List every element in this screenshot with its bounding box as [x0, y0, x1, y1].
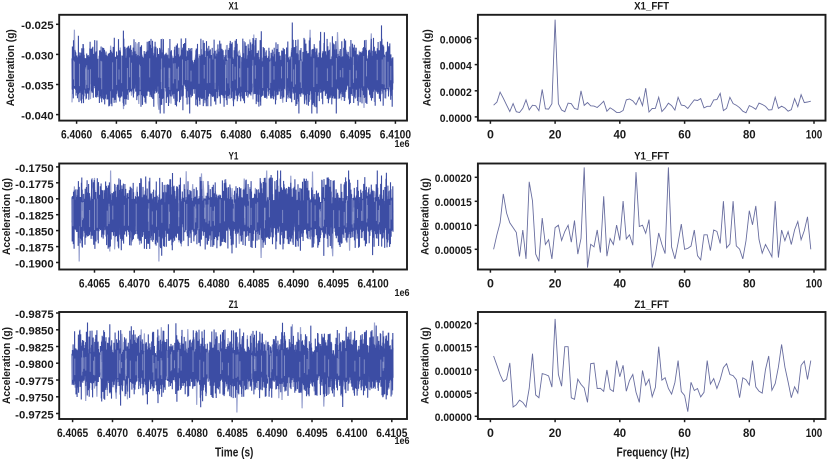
svg-text:0.00005: 0.00005 — [435, 389, 472, 401]
svg-text:0.00010: 0.00010 — [435, 366, 472, 378]
svg-text:80: 80 — [743, 426, 756, 440]
svg-text:1e6: 1e6 — [395, 435, 410, 447]
svg-text:1e6: 1e6 — [395, 138, 410, 150]
svg-text:6.4100: 6.4100 — [380, 127, 411, 141]
svg-text:100: 100 — [806, 127, 823, 141]
svg-text:100: 100 — [806, 426, 823, 440]
svg-text:80: 80 — [743, 277, 756, 291]
svg-text:60: 60 — [678, 426, 691, 440]
svg-text:Acceleration (g): Acceleration (g) — [420, 327, 432, 404]
svg-text:6.4080: 6.4080 — [177, 426, 208, 440]
svg-text:0.00015: 0.00015 — [435, 197, 472, 209]
svg-text:Y1_FFT: Y1_FFT — [634, 151, 669, 163]
svg-text:0.0006: 0.0006 — [440, 35, 472, 47]
svg-text:60: 60 — [678, 127, 691, 141]
svg-text:Z1_FFT: Z1_FFT — [634, 299, 669, 311]
svg-text:X1_FFT: X1_FFT — [634, 1, 669, 13]
svg-text:Y1: Y1 — [228, 151, 238, 163]
svg-text:0.00020: 0.00020 — [435, 319, 472, 331]
svg-text:6.4100: 6.4100 — [358, 277, 389, 291]
svg-text:Acceleration (g): Acceleration (g) — [422, 29, 434, 106]
svg-text:-0.1800: -0.1800 — [15, 195, 54, 207]
svg-text:6.4065: 6.4065 — [57, 426, 88, 440]
svg-text:-0.1825: -0.1825 — [15, 211, 54, 223]
svg-text:0.00015: 0.00015 — [435, 343, 472, 355]
svg-text:-0.030: -0.030 — [21, 50, 54, 62]
svg-text:Z1: Z1 — [229, 299, 239, 311]
svg-text:Frequency (Hz): Frequency (Hz) — [617, 445, 690, 459]
svg-text:100: 100 — [806, 277, 823, 291]
svg-text:0.0002: 0.0002 — [440, 87, 472, 99]
svg-text:-0.9825: -0.9825 — [15, 342, 54, 354]
svg-text:Time (s): Time (s) — [215, 445, 253, 459]
svg-text:-0.1900: -0.1900 — [15, 258, 54, 270]
svg-text:6.4090: 6.4090 — [278, 277, 309, 291]
svg-text:6.4070: 6.4070 — [141, 127, 172, 141]
svg-text:6.4070: 6.4070 — [97, 426, 128, 440]
svg-text:-0.9750: -0.9750 — [15, 393, 54, 405]
svg-text:-0.9775: -0.9775 — [15, 376, 54, 388]
svg-text:6.4080: 6.4080 — [220, 127, 251, 141]
svg-text:-0.1775: -0.1775 — [15, 179, 54, 191]
svg-text:0.00020: 0.00020 — [435, 173, 472, 185]
svg-text:6.4090: 6.4090 — [300, 127, 331, 141]
svg-text:6.4065: 6.4065 — [79, 277, 110, 291]
svg-text:6.4105: 6.4105 — [376, 426, 407, 440]
svg-text:0: 0 — [487, 277, 494, 291]
svg-text:Acceleration (g): Acceleration (g) — [1, 178, 13, 255]
svg-text:-0.035: -0.035 — [21, 81, 54, 93]
svg-text:6.4065: 6.4065 — [101, 127, 132, 141]
svg-text:6.4085: 6.4085 — [260, 127, 291, 141]
svg-text:Acceleration (g): Acceleration (g) — [1, 327, 13, 404]
svg-text:X1: X1 — [228, 1, 238, 13]
svg-text:0.0000: 0.0000 — [440, 113, 472, 125]
svg-text:6.4075: 6.4075 — [159, 277, 190, 291]
svg-text:1e6: 1e6 — [395, 287, 410, 299]
svg-text:6.4095: 6.4095 — [296, 426, 327, 440]
svg-text:0.0004: 0.0004 — [440, 61, 472, 73]
svg-text:-0.025: -0.025 — [21, 20, 54, 32]
svg-text:0.00005: 0.00005 — [435, 245, 472, 257]
svg-text:6.4095: 6.4095 — [340, 127, 371, 141]
svg-text:40: 40 — [613, 277, 626, 291]
svg-text:6.4080: 6.4080 — [198, 277, 229, 291]
svg-text:6.4070: 6.4070 — [119, 277, 150, 291]
svg-text:6.4100: 6.4100 — [336, 426, 367, 440]
svg-text:0.00010: 0.00010 — [435, 221, 472, 233]
svg-text:-0.1875: -0.1875 — [15, 243, 54, 255]
svg-text:6.4075: 6.4075 — [181, 127, 212, 141]
svg-text:-0.9875: -0.9875 — [15, 309, 54, 321]
svg-text:Acceleration (g): Acceleration (g) — [420, 178, 432, 255]
svg-text:-0.1750: -0.1750 — [15, 163, 54, 175]
svg-text:40: 40 — [613, 127, 626, 141]
svg-text:-0.9850: -0.9850 — [15, 326, 54, 338]
svg-text:-0.9800: -0.9800 — [15, 359, 54, 371]
svg-text:20: 20 — [549, 127, 562, 141]
svg-text:6.4060: 6.4060 — [61, 127, 92, 141]
svg-text:6.4090: 6.4090 — [257, 426, 288, 440]
svg-text:40: 40 — [613, 426, 626, 440]
svg-text:6.4085: 6.4085 — [217, 426, 248, 440]
svg-text:0.00000: 0.00000 — [435, 412, 472, 424]
svg-text:-0.040: -0.040 — [21, 111, 54, 123]
svg-text:6.4075: 6.4075 — [137, 426, 168, 440]
svg-text:0: 0 — [487, 426, 494, 440]
svg-text:6.4085: 6.4085 — [238, 277, 269, 291]
svg-text:0: 0 — [487, 127, 494, 141]
svg-text:-0.9725: -0.9725 — [15, 409, 54, 421]
svg-text:20: 20 — [549, 426, 562, 440]
svg-text:80: 80 — [743, 127, 756, 141]
svg-text:-0.1850: -0.1850 — [15, 227, 54, 239]
svg-text:20: 20 — [549, 277, 562, 291]
svg-text:Acceleration (g): Acceleration (g) — [5, 29, 17, 106]
svg-text:60: 60 — [678, 277, 691, 291]
svg-text:6.4095: 6.4095 — [318, 277, 349, 291]
